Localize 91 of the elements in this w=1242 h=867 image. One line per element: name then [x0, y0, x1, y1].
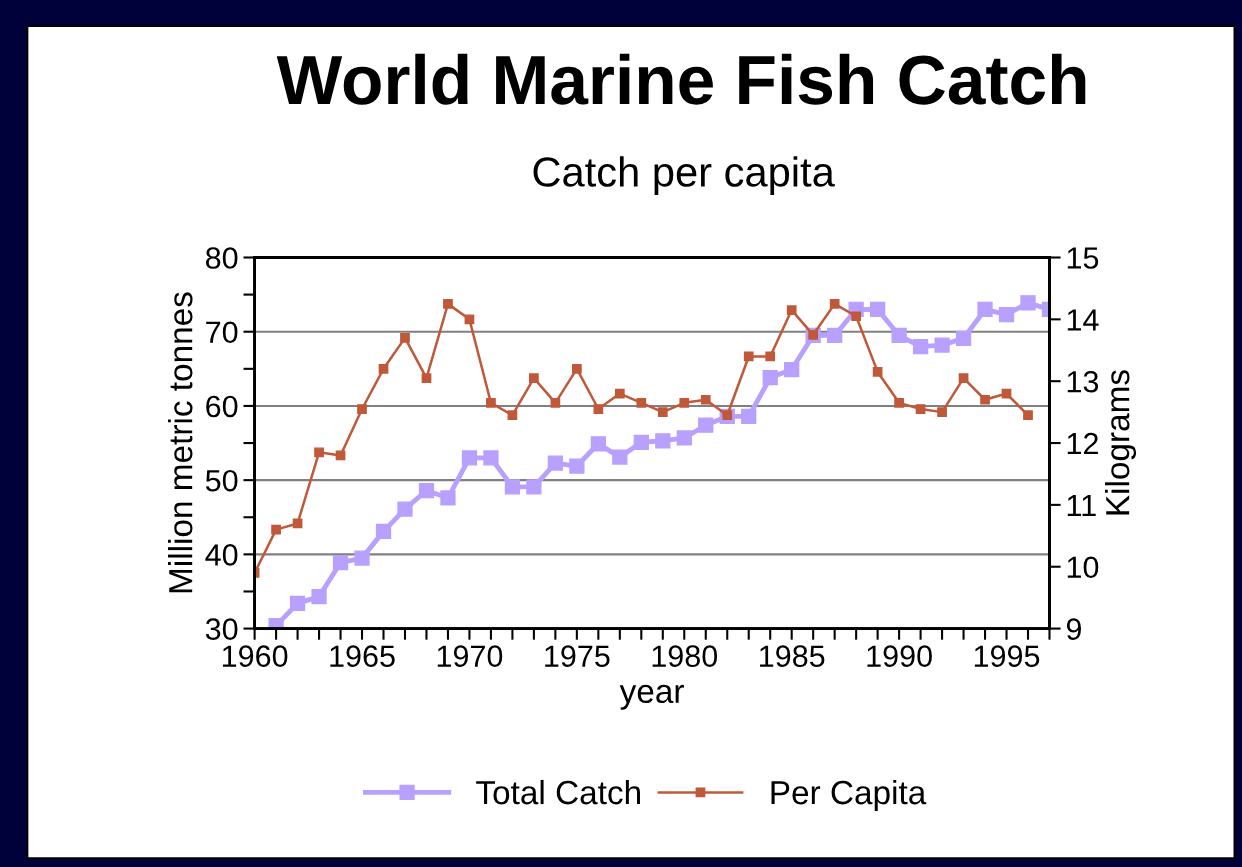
point	[762, 370, 778, 386]
point	[636, 397, 647, 408]
x-tick-label: 1985	[760, 645, 825, 667]
point	[271, 524, 281, 535]
x-tick-label: 1975	[545, 645, 610, 667]
y2-tick-label: 12	[1067, 432, 1098, 455]
point	[421, 373, 432, 383]
point	[977, 301, 993, 318]
y2-tick-label: 11	[1067, 494, 1096, 516]
point	[464, 314, 475, 325]
point	[418, 482, 435, 499]
y2-tick-label: 13	[1067, 370, 1099, 393]
point	[354, 550, 370, 566]
point	[612, 449, 628, 465]
y-axis-title: Million metric tonnes	[168, 292, 193, 593]
x-tick-label: 1965	[330, 645, 395, 667]
point	[891, 327, 907, 344]
legend-label: Total Catch	[476, 779, 640, 805]
point	[1023, 410, 1033, 421]
chart-title: World Marine Fish Catch	[276, 53, 1086, 105]
point	[357, 404, 367, 414]
point	[784, 361, 800, 378]
y-tick-label: 80	[205, 247, 238, 269]
point	[869, 301, 886, 318]
point	[829, 299, 840, 309]
point	[765, 351, 776, 362]
point	[700, 394, 711, 405]
chart-subtitle: Catch per capita	[533, 156, 835, 196]
point	[397, 501, 413, 517]
x-tick-label: 1970	[437, 645, 503, 667]
point	[440, 490, 456, 506]
point	[937, 407, 947, 417]
y2-tick-label: 9	[1066, 618, 1082, 640]
y-tick-label: 50	[205, 469, 238, 492]
point	[443, 299, 453, 309]
point	[915, 404, 926, 414]
point	[483, 450, 499, 466]
x-tick-label: 1990	[867, 645, 932, 667]
point	[375, 523, 392, 539]
point	[633, 434, 649, 450]
point	[698, 417, 714, 433]
point	[894, 397, 904, 408]
point	[314, 447, 324, 458]
point	[311, 589, 327, 605]
point	[504, 479, 521, 495]
x-tick-label: 1960	[222, 645, 288, 667]
y-tick-label: 40	[205, 544, 238, 566]
point	[547, 455, 564, 471]
point	[590, 436, 606, 452]
point	[679, 397, 690, 408]
point	[980, 394, 990, 405]
point	[872, 367, 883, 377]
y-tick-label: 60	[206, 395, 238, 418]
point	[550, 397, 561, 408]
point	[786, 305, 797, 315]
y-tick-label: 30	[205, 618, 238, 640]
x-tick-label: 1980	[652, 645, 718, 667]
point	[593, 404, 604, 414]
y2-axis-title: Kilograms	[1105, 370, 1137, 515]
point	[998, 307, 1015, 323]
point	[676, 430, 692, 446]
point	[912, 338, 929, 355]
point	[569, 458, 585, 474]
point	[400, 333, 410, 343]
y2-tick-label: 10	[1067, 556, 1099, 579]
point	[507, 410, 518, 421]
point	[741, 408, 757, 424]
point	[958, 373, 969, 383]
point	[955, 330, 972, 347]
point	[655, 433, 671, 449]
point	[851, 311, 862, 322]
x-axis-title: year	[619, 684, 684, 710]
point	[486, 397, 496, 408]
legend-label: Per Capita	[771, 779, 927, 811]
x-tick-label: 1995	[974, 645, 1040, 667]
point	[614, 388, 625, 399]
y2-tick-label: 14	[1067, 309, 1099, 331]
point	[657, 407, 668, 417]
y2-tick-label: 15	[1067, 247, 1099, 269]
point	[529, 373, 539, 383]
point	[827, 327, 843, 344]
y-tick-label: 70	[206, 321, 238, 344]
point	[934, 337, 950, 353]
point	[526, 479, 542, 495]
point	[378, 363, 389, 374]
point	[289, 595, 306, 611]
point	[571, 363, 582, 374]
point	[743, 351, 754, 362]
point	[1020, 295, 1036, 311]
point	[461, 450, 478, 466]
point	[332, 554, 349, 571]
